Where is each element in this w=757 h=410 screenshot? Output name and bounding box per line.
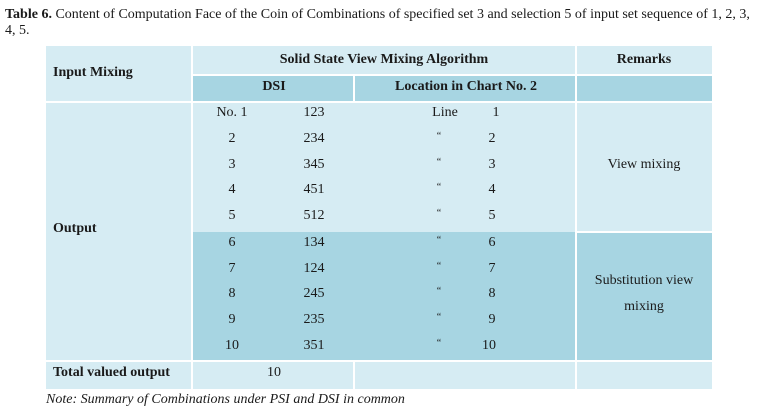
row-dsi: 245	[303, 286, 325, 301]
row-dsi: 123	[303, 105, 325, 120]
row-line: 5	[488, 208, 496, 223]
row-line: 10	[482, 338, 496, 353]
dsi-header: DSI	[262, 79, 286, 94]
substitution-remark-line1: Substitution view	[594, 273, 694, 288]
row-location: “	[436, 157, 442, 168]
remarks-header: Remarks	[616, 52, 672, 67]
row-line: 9	[488, 312, 496, 327]
row-dsi: 345	[303, 157, 325, 172]
row-dsi: 124	[303, 261, 325, 276]
location-header: Location in Chart No. 2	[395, 79, 537, 94]
data-table: Input Mixing Solid State View Mixing Alg…	[46, 46, 712, 389]
row-number: 4	[228, 182, 236, 197]
row-line: 7	[488, 261, 496, 276]
row-dsi: 351	[303, 338, 325, 353]
row-location: “	[436, 182, 442, 193]
grid-line	[353, 361, 355, 389]
grid-line	[191, 46, 193, 389]
row-line: 4	[488, 182, 496, 197]
row-number: 7	[228, 261, 236, 276]
row-location: “	[436, 235, 442, 246]
grid-line	[576, 231, 712, 233]
table-note: Note: Summary of Combinations under PSI …	[46, 392, 405, 407]
remarks-subheader-cell	[576, 75, 712, 102]
row-number: 5	[228, 208, 236, 223]
total-remarks-cell	[576, 361, 712, 389]
row-dsi: 234	[303, 131, 325, 146]
row-location: “	[436, 131, 442, 142]
row-line: 2	[488, 131, 496, 146]
output-label: Output	[53, 221, 97, 236]
grid-line	[575, 46, 577, 389]
row-number: 3	[228, 157, 236, 172]
remarks-header-cell	[576, 46, 712, 75]
row-number: 8	[228, 286, 236, 301]
caption-label: Table 6.	[5, 7, 52, 22]
total-value-cell	[192, 361, 354, 389]
row-number: 9	[228, 312, 236, 327]
grid-line	[192, 74, 712, 76]
row-dsi: 235	[303, 312, 325, 327]
grid-line	[46, 101, 712, 103]
row-dsi: 451	[303, 182, 325, 197]
substitution-rows-block	[192, 232, 576, 361]
row-line: 8	[488, 286, 496, 301]
row-line: 6	[488, 235, 496, 250]
dsi-header-cell	[192, 75, 354, 102]
row-location: Line	[432, 105, 458, 120]
total-location-cell	[354, 361, 576, 389]
row-location: “	[436, 338, 442, 349]
algorithm-header: Solid State View Mixing Algorithm	[279, 52, 489, 67]
row-number: 10	[225, 338, 239, 353]
row-location: “	[436, 261, 442, 272]
total-label-cell	[46, 361, 192, 389]
grid-line	[353, 75, 355, 102]
row-dsi: 512	[303, 208, 325, 223]
total-label: Total valued output	[53, 365, 170, 380]
substitution-remark-line2: mixing	[624, 299, 664, 314]
output-label-cell	[46, 102, 192, 361]
view-rows-block	[192, 102, 576, 232]
substitution-remarks-cell	[576, 232, 712, 361]
location-header-cell	[354, 75, 576, 102]
view-mixing-remark: View mixing	[607, 157, 681, 172]
row-location: “	[436, 286, 442, 297]
row-line: 1	[492, 105, 500, 120]
grid-line	[46, 360, 712, 362]
row-number: 2	[228, 131, 236, 146]
view-remarks-cell	[576, 102, 712, 232]
input-mixing-header-cell	[46, 46, 192, 102]
row-dsi: 134	[303, 235, 325, 250]
table-caption: Table 6. Content of Computation Face of …	[5, 7, 753, 39]
total-value: 10	[267, 365, 281, 380]
input-mixing-header: Input Mixing	[53, 65, 133, 80]
row-line: 3	[488, 157, 496, 172]
row-number: No. 1	[216, 105, 248, 120]
row-location: “	[436, 208, 442, 219]
row-location: “	[436, 312, 442, 323]
row-number: 6	[228, 235, 236, 250]
caption-text: Content of Computation Face of the Coin …	[5, 7, 750, 38]
algorithm-header-cell	[192, 46, 576, 75]
